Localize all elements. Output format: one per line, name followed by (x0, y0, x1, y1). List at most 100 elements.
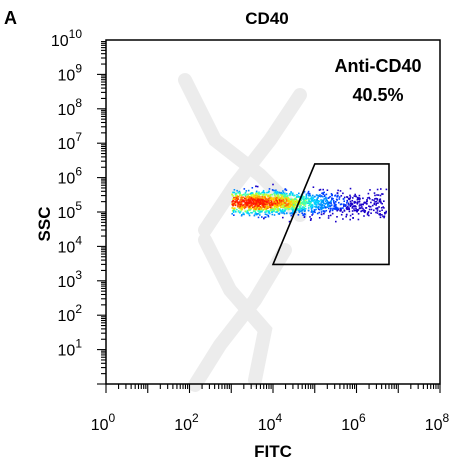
scatter-point (379, 200, 382, 203)
scatter-point (279, 209, 282, 212)
scatter-point (287, 197, 289, 199)
scatter-point (379, 216, 382, 219)
scatter-point (285, 208, 287, 210)
scatter-point (298, 211, 301, 214)
scatter-point (281, 210, 284, 213)
scatter-point (305, 198, 308, 201)
scatter-point (257, 200, 260, 203)
scatter-point (347, 208, 349, 210)
scatter-point (303, 199, 305, 202)
scatter-point (277, 212, 280, 215)
scatter-point (244, 192, 247, 195)
scatter-point (373, 199, 375, 202)
scatter-point (242, 204, 245, 206)
scatter-point (323, 191, 325, 194)
scatter-point (307, 201, 309, 203)
scatter-point (289, 202, 291, 205)
scatter-point (245, 211, 247, 213)
scatter-point (381, 202, 383, 205)
scatter-point (352, 217, 354, 219)
scatter-point (244, 206, 247, 208)
scatter-point (343, 205, 345, 207)
scatter-point (327, 197, 329, 199)
scatter-point (342, 207, 344, 209)
scatter-point (347, 198, 350, 200)
scatter-point (278, 191, 281, 194)
scatter-point (233, 197, 235, 199)
scatter-point (330, 202, 332, 204)
scatter-point (326, 199, 328, 202)
scatter-point (244, 205, 247, 207)
scatter-point (254, 204, 257, 207)
scatter-point (335, 206, 338, 208)
scatter-point (275, 200, 277, 203)
scatter-point (260, 199, 262, 201)
scatter-point (375, 204, 377, 206)
scatter-point (336, 209, 338, 212)
scatter-point (270, 208, 273, 211)
scatter-point (322, 199, 324, 202)
scatter-point (232, 198, 234, 200)
scatter-point (322, 188, 324, 191)
scatter-point (237, 211, 240, 213)
scatter-point (243, 203, 246, 205)
scatter-point (358, 194, 361, 197)
scatter-point (268, 190, 270, 193)
scatter-point (317, 201, 320, 204)
scatter-point (290, 192, 292, 194)
scatter-point (256, 213, 258, 215)
scatter-point (249, 202, 251, 205)
scatter-point (265, 211, 267, 213)
panel-label: A (4, 8, 17, 28)
scatter-point (232, 203, 234, 206)
scatter-point (323, 198, 326, 200)
scatter-point (241, 196, 243, 199)
scatter-point (273, 203, 276, 206)
scatter-point (281, 212, 283, 214)
scatter-point (264, 195, 267, 198)
scatter-point (238, 206, 241, 209)
scatter-point (252, 203, 254, 205)
scatter-point (360, 204, 362, 207)
scatter-point (359, 203, 361, 206)
scatter-point (304, 208, 306, 210)
scatter-point (247, 193, 249, 196)
scatter-point (236, 201, 239, 203)
scatter-point (297, 196, 300, 198)
scatter-point (336, 192, 339, 194)
gate-polygon[interactable] (271, 163, 390, 266)
scatter-point (242, 199, 244, 202)
scatter-point (334, 194, 337, 197)
scatter-point (357, 209, 360, 211)
scatter-point (253, 202, 255, 204)
scatter-point (341, 211, 344, 213)
scatter-point (349, 197, 351, 200)
scatter-point (254, 200, 256, 203)
scatter-point (244, 202, 247, 204)
scatter-point (366, 212, 369, 215)
y-tick-label: 106 (58, 165, 83, 188)
scatter-point (255, 199, 257, 202)
scatter-point (285, 212, 288, 214)
scatter-point (272, 208, 274, 211)
scatter-point (259, 211, 261, 213)
scatter-point (281, 204, 283, 207)
scatter-point (364, 211, 366, 214)
scatter-point (275, 211, 277, 213)
scatter-point (248, 213, 250, 215)
scatter-point (329, 204, 331, 207)
scatter-point (328, 207, 330, 210)
scatter-point (356, 201, 359, 203)
scatter-point (378, 200, 381, 203)
scatter-point (312, 213, 314, 215)
scatter-point (270, 200, 273, 203)
scatter-point (295, 199, 298, 202)
scatter-point (288, 198, 290, 200)
scatter-point (281, 200, 283, 203)
scatter-point (272, 183, 274, 186)
scatter-point (257, 196, 260, 198)
scatter-point (324, 197, 327, 200)
scatter-point (376, 207, 379, 209)
scatter-point (244, 194, 247, 197)
scatter-point (254, 207, 257, 209)
